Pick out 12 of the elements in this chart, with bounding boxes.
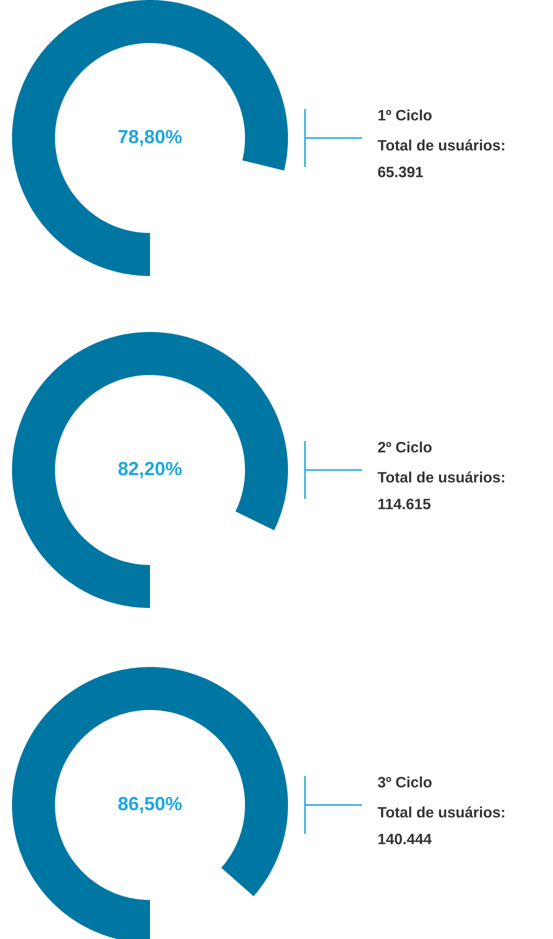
text: 1º Ciclo: [378, 109, 432, 120]
data-label: 78,80%: [118, 130, 182, 146]
text: Total de usuários:: [378, 806, 504, 818]
text: 140.444: [378, 834, 432, 844]
text: 2º Ciclo: [378, 441, 432, 452]
text: 3º Ciclo: [378, 776, 432, 788]
data-label: 82,20%: [118, 462, 182, 478]
text: Total de usuários:: [378, 139, 504, 151]
text: 65.391: [378, 166, 423, 178]
data-label: 86,50%: [118, 796, 182, 814]
text: 114.615: [378, 498, 430, 510]
text: Total de usuários:: [378, 471, 504, 483]
